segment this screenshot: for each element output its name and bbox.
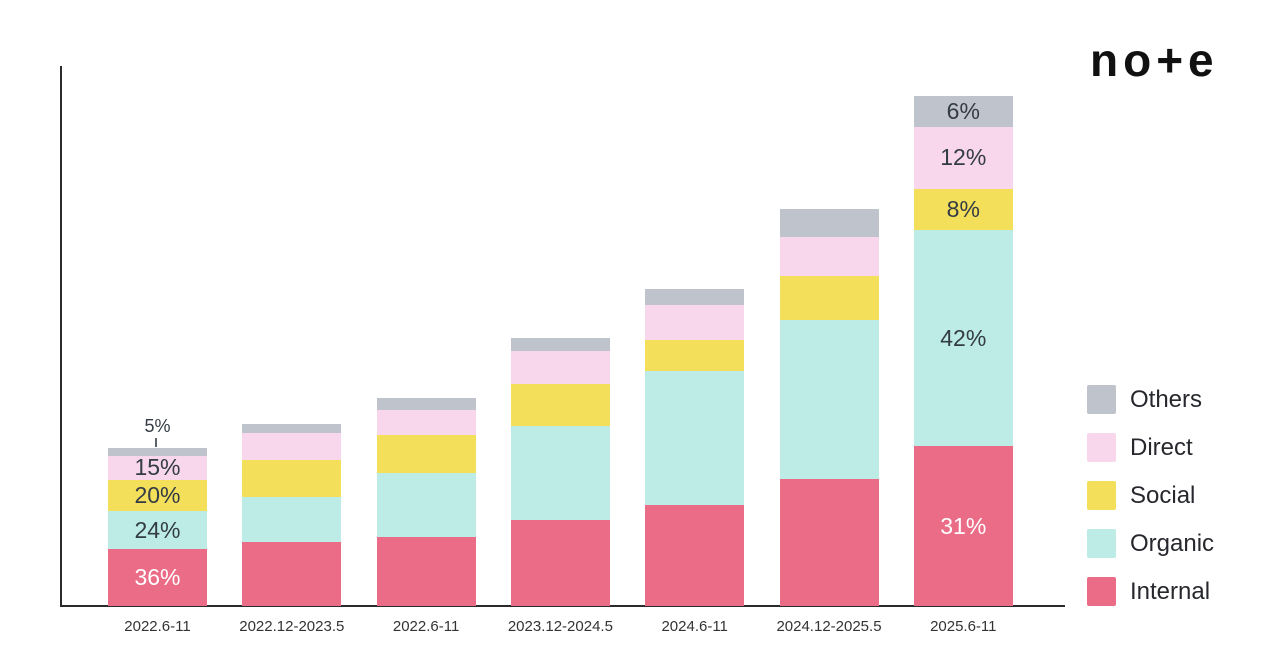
bar-2-segment-direct <box>376 410 476 436</box>
bar-0-label-direct: 15% <box>134 454 181 481</box>
bar-0-label-social: 20% <box>134 481 181 508</box>
x-axis-label-4: 2024.6-11 <box>661 618 728 635</box>
bar-6-label-internal: 31% <box>940 512 987 539</box>
legend-item-social: Social <box>1087 481 1214 510</box>
bar-1-segment-others <box>242 424 342 434</box>
bar-6-label-direct: 12% <box>940 144 987 171</box>
bar-0-label-internal: 36% <box>134 564 181 591</box>
bar-6-segment-direct <box>913 126 1013 189</box>
bar-0-segment-direct <box>108 455 207 480</box>
legend: Others Direct Social Organic Internal <box>1087 385 1214 625</box>
bar-4-segment-internal <box>645 504 745 606</box>
legend-swatch-others <box>1087 385 1116 414</box>
bar-5-segment-direct <box>779 236 879 277</box>
legend-item-internal: Internal <box>1087 577 1214 606</box>
x-axis-label-2: 2022.6-11 <box>392 618 460 635</box>
bar-1-segment-internal <box>242 542 342 606</box>
bar-6-segment-others <box>913 96 1013 127</box>
legend-swatch-internal <box>1087 577 1116 606</box>
bar-4-segment-organic <box>645 371 745 505</box>
x-axis-label-3: 2023.12-2024.5 <box>507 618 613 635</box>
bar-3-segment-direct <box>510 351 610 384</box>
legend-label-social: Social <box>1130 481 1196 509</box>
bar-1-segment-organic <box>242 496 342 543</box>
legend-swatch-social <box>1087 481 1116 510</box>
bar-2-segment-social <box>376 435 476 473</box>
bar-0-segment-others <box>108 448 207 456</box>
legend-item-direct: Direct <box>1087 433 1214 462</box>
bar-6-segment-social <box>913 188 1013 230</box>
bar-4-segment-social <box>645 339 745 372</box>
bar-0-segment-social <box>108 479 207 512</box>
bar-6-label-others: 6% <box>946 97 980 124</box>
bar-4-segment-others <box>645 289 745 305</box>
legend-label-internal: Internal <box>1130 577 1211 605</box>
legend-label-organic: Organic <box>1130 529 1215 557</box>
bar-0-label-others-outside: 5% <box>144 416 171 436</box>
bar-0-segment-organic <box>108 511 207 550</box>
bar-6-label-social: 8% <box>946 195 980 222</box>
bar-5-segment-social <box>779 276 879 321</box>
bar-2-segment-others <box>376 398 476 411</box>
bar-6-label-organic: 42% <box>940 324 987 351</box>
legend-label-direct: Direct <box>1130 433 1193 461</box>
note-logo: no+e <box>1090 34 1219 86</box>
bar-2-segment-organic <box>376 472 476 538</box>
bar-6-segment-organic <box>913 229 1013 447</box>
label-leader-line <box>154 438 157 447</box>
bar-0-segment-internal <box>108 549 207 606</box>
x-axis-label-5: 2024.12-2025.5 <box>776 618 882 635</box>
legend-item-others: Others <box>1087 385 1214 414</box>
bar-4-segment-direct <box>645 304 745 340</box>
bar-0-label-organic: 24% <box>134 516 181 543</box>
bar-6-segment-internal <box>913 446 1013 606</box>
bar-5-segment-organic <box>779 320 879 479</box>
x-axis-label-0: 2022.6-11 <box>124 618 191 635</box>
legend-label-others: Others <box>1130 385 1203 413</box>
bar-2-segment-internal <box>376 537 476 606</box>
bar-3-segment-internal <box>510 520 610 606</box>
bar-1-segment-social <box>242 460 342 497</box>
x-axis-line <box>60 605 1065 607</box>
legend-swatch-organic <box>1087 529 1116 558</box>
bar-5-segment-internal <box>779 478 879 606</box>
legend-swatch-direct <box>1087 433 1116 462</box>
bar-3-segment-organic <box>510 426 610 521</box>
bar-1-segment-direct <box>242 433 342 461</box>
bar-3-segment-social <box>510 383 610 427</box>
x-axis-label-6: 2025.6-11 <box>930 618 997 635</box>
y-axis-line <box>60 66 62 607</box>
bar-5-segment-others <box>779 209 879 237</box>
x-axis-label-1: 2022.12-2023.5 <box>239 618 345 635</box>
bar-3-segment-others <box>510 338 610 352</box>
legend-item-organic: Organic <box>1087 529 1214 558</box>
